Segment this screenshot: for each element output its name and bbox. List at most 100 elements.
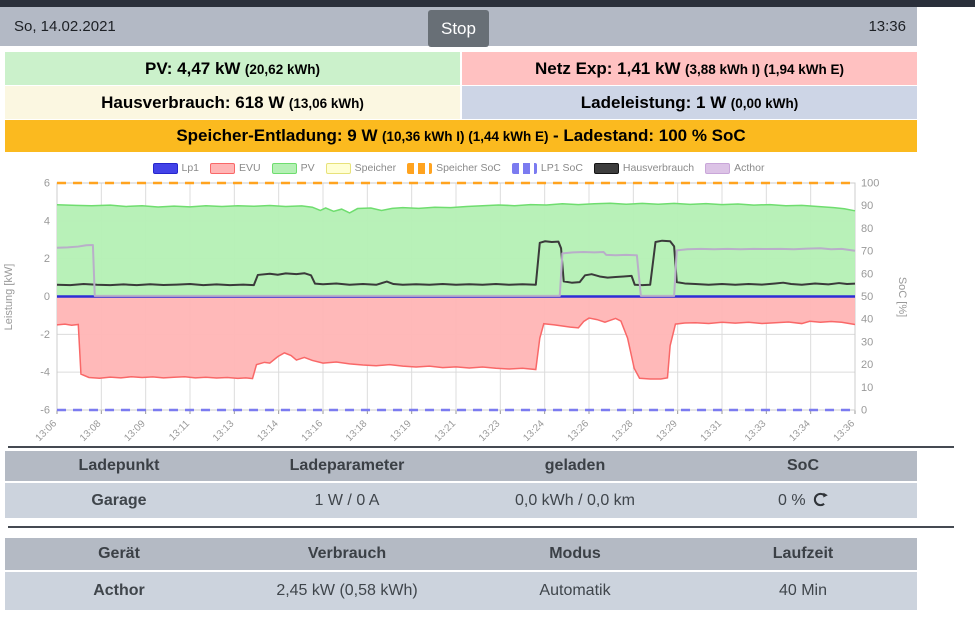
battery-status-box: Speicher-Entladung: 9 W (10,36 kWh I) (1… <box>5 120 917 152</box>
svg-text:100: 100 <box>861 179 879 190</box>
legend-item-lp1-soc: LP1 SoC <box>511 162 583 174</box>
svg-text:90: 90 <box>861 200 873 212</box>
svg-text:13:14: 13:14 <box>255 418 281 442</box>
legend-item-speicher: Speicher <box>325 162 397 174</box>
col-geladen: geladen <box>461 451 689 481</box>
device-name: Acthor <box>5 572 233 610</box>
legend-item-pv: PV <box>271 162 315 174</box>
charge-parameters: 1 W / 0 A <box>233 483 461 518</box>
svg-text:SoC [%]: SoC [%] <box>896 277 908 317</box>
legend-label: PV <box>300 162 315 174</box>
charge-energy: (0,00 kWh) <box>730 96 799 111</box>
svg-text:20: 20 <box>861 359 873 371</box>
svg-text:13:16: 13:16 <box>300 418 326 442</box>
svg-text:50: 50 <box>861 291 873 303</box>
table-row: Acthor 2,45 kW (0,58 kWh) Automatik 40 M… <box>5 572 917 610</box>
svg-text:30: 30 <box>861 336 873 348</box>
svg-text:10: 10 <box>861 382 873 394</box>
legend-item-hausverbrauch: Hausverbrauch <box>593 162 695 174</box>
legend-label: EVU <box>239 162 261 174</box>
device-consumption: 2,45 kW (0,58 kWh) <box>233 572 461 610</box>
house-energy: (13,06 kWh) <box>288 96 364 111</box>
col-ladeparameter: Ladeparameter <box>233 451 461 481</box>
pv-status-box: PV: 4,47 kW (20,62 kWh) <box>5 52 460 85</box>
pv-energy: (20,62 kWh) <box>244 62 320 77</box>
svg-text:80: 80 <box>861 223 873 235</box>
legend-label: Speicher <box>354 162 397 174</box>
time-label: 13:36 <box>868 18 906 35</box>
legend-label: Acthor <box>734 162 765 174</box>
svg-text:13:23: 13:23 <box>477 418 503 442</box>
table-row: Garage 1 W / 0 A 0,0 kWh / 0,0 km 0 % <box>5 483 917 518</box>
svg-text:13:29: 13:29 <box>654 418 680 442</box>
status-boxes: PV: 4,47 kW (20,62 kWh) Netz Exp: 1,41 k… <box>5 52 917 153</box>
svg-text:2: 2 <box>44 253 50 265</box>
battery-soc: - Ladestand: 100 % SoC <box>552 126 746 145</box>
svg-text:13:18: 13:18 <box>344 418 370 442</box>
legend-swatch-icon <box>152 162 178 174</box>
svg-text:13:31: 13:31 <box>699 418 725 442</box>
legend-swatch-icon <box>271 162 297 174</box>
svg-text:13:26: 13:26 <box>566 418 592 442</box>
house-value: Hausverbrauch: 618 W <box>101 93 285 112</box>
col-soc: SoC <box>689 451 917 481</box>
stop-button[interactable]: Stop <box>428 10 489 47</box>
date-label: So, 14.02.2021 <box>14 18 116 35</box>
table-divider-2 <box>8 526 954 528</box>
legend-label: LP1 SoC <box>540 162 583 174</box>
grid-value: Netz Exp: 1,41 kW <box>535 59 681 78</box>
svg-text:13:24: 13:24 <box>521 418 547 442</box>
svg-text:Leistung [kW]: Leistung [kW] <box>3 264 15 331</box>
legend-swatch-icon <box>210 162 236 174</box>
soc-cell: 0 % <box>689 483 917 518</box>
svg-text:13:34: 13:34 <box>787 418 813 442</box>
svg-text:-6: -6 <box>40 405 50 417</box>
chart-legend: Lp1 EVU PV Speicher Speicher SoC LP1 SoC Hausv… <box>0 157 917 179</box>
legend-item-evu: EVU <box>210 162 261 174</box>
svg-text:4: 4 <box>44 215 50 227</box>
soc-value: 0 % <box>777 491 806 509</box>
svg-text:-4: -4 <box>40 367 50 379</box>
chargepoint-table: Ladepunkt Ladeparameter geladen SoC Gara… <box>5 449 917 520</box>
col-verbrauch: Verbrauch <box>233 538 461 570</box>
svg-text:13:19: 13:19 <box>388 418 414 442</box>
legend-swatch-icon <box>407 162 433 174</box>
legend-label: Speicher SoC <box>436 162 501 174</box>
svg-text:13:28: 13:28 <box>610 418 636 442</box>
svg-text:13:11: 13:11 <box>167 418 192 442</box>
legend-swatch-icon <box>511 162 537 174</box>
svg-text:0: 0 <box>44 291 50 303</box>
legend-item-lp1: Lp1 <box>152 162 200 174</box>
svg-text:13:09: 13:09 <box>122 418 148 442</box>
battery-value: Speicher-Entladung: 9 W <box>176 126 378 145</box>
svg-text:40: 40 <box>861 314 873 326</box>
legend-swatch-icon <box>705 162 731 174</box>
device-table: Gerät Verbrauch Modus Laufzeit Acthor 2,… <box>5 536 917 612</box>
charge-power-box: Ladeleistung: 1 W (0,00 kWh) <box>462 86 917 119</box>
legend-item-speicher-soc: Speicher SoC <box>407 162 501 174</box>
svg-text:60: 60 <box>861 268 873 280</box>
col-geraet: Gerät <box>5 538 233 570</box>
svg-text:13:13: 13:13 <box>211 418 237 442</box>
svg-text:6: 6 <box>44 179 50 190</box>
legend-label: Hausverbrauch <box>622 162 695 174</box>
grid-status-box: Netz Exp: 1,41 kW (3,88 kWh I) (1,94 kWh… <box>462 52 917 85</box>
svg-text:13:21: 13:21 <box>433 418 459 442</box>
charge-value: Ladeleistung: 1 W <box>580 93 727 112</box>
legend-label: Lp1 <box>181 162 200 174</box>
charged-amount: 0,0 kWh / 0,0 km <box>461 483 689 518</box>
device-runtime: 40 Min <box>689 572 917 610</box>
topbar: So, 14.02.2021 Stop 13:36 <box>0 7 917 47</box>
col-laufzeit: Laufzeit <box>689 538 917 570</box>
device-mode: Automatik <box>461 572 689 610</box>
chargepoint-header-row: Ladepunkt Ladeparameter geladen SoC <box>5 451 917 481</box>
grid-energy: (3,88 kWh I) (1,94 kWh E) <box>684 62 844 77</box>
table-divider-1 <box>8 446 954 448</box>
col-ladepunkt: Ladepunkt <box>5 451 233 481</box>
col-modus: Modus <box>461 538 689 570</box>
legend-swatch-icon <box>593 162 619 174</box>
svg-text:13:06: 13:06 <box>34 418 60 442</box>
soc-refresh-icon[interactable] <box>813 492 828 507</box>
